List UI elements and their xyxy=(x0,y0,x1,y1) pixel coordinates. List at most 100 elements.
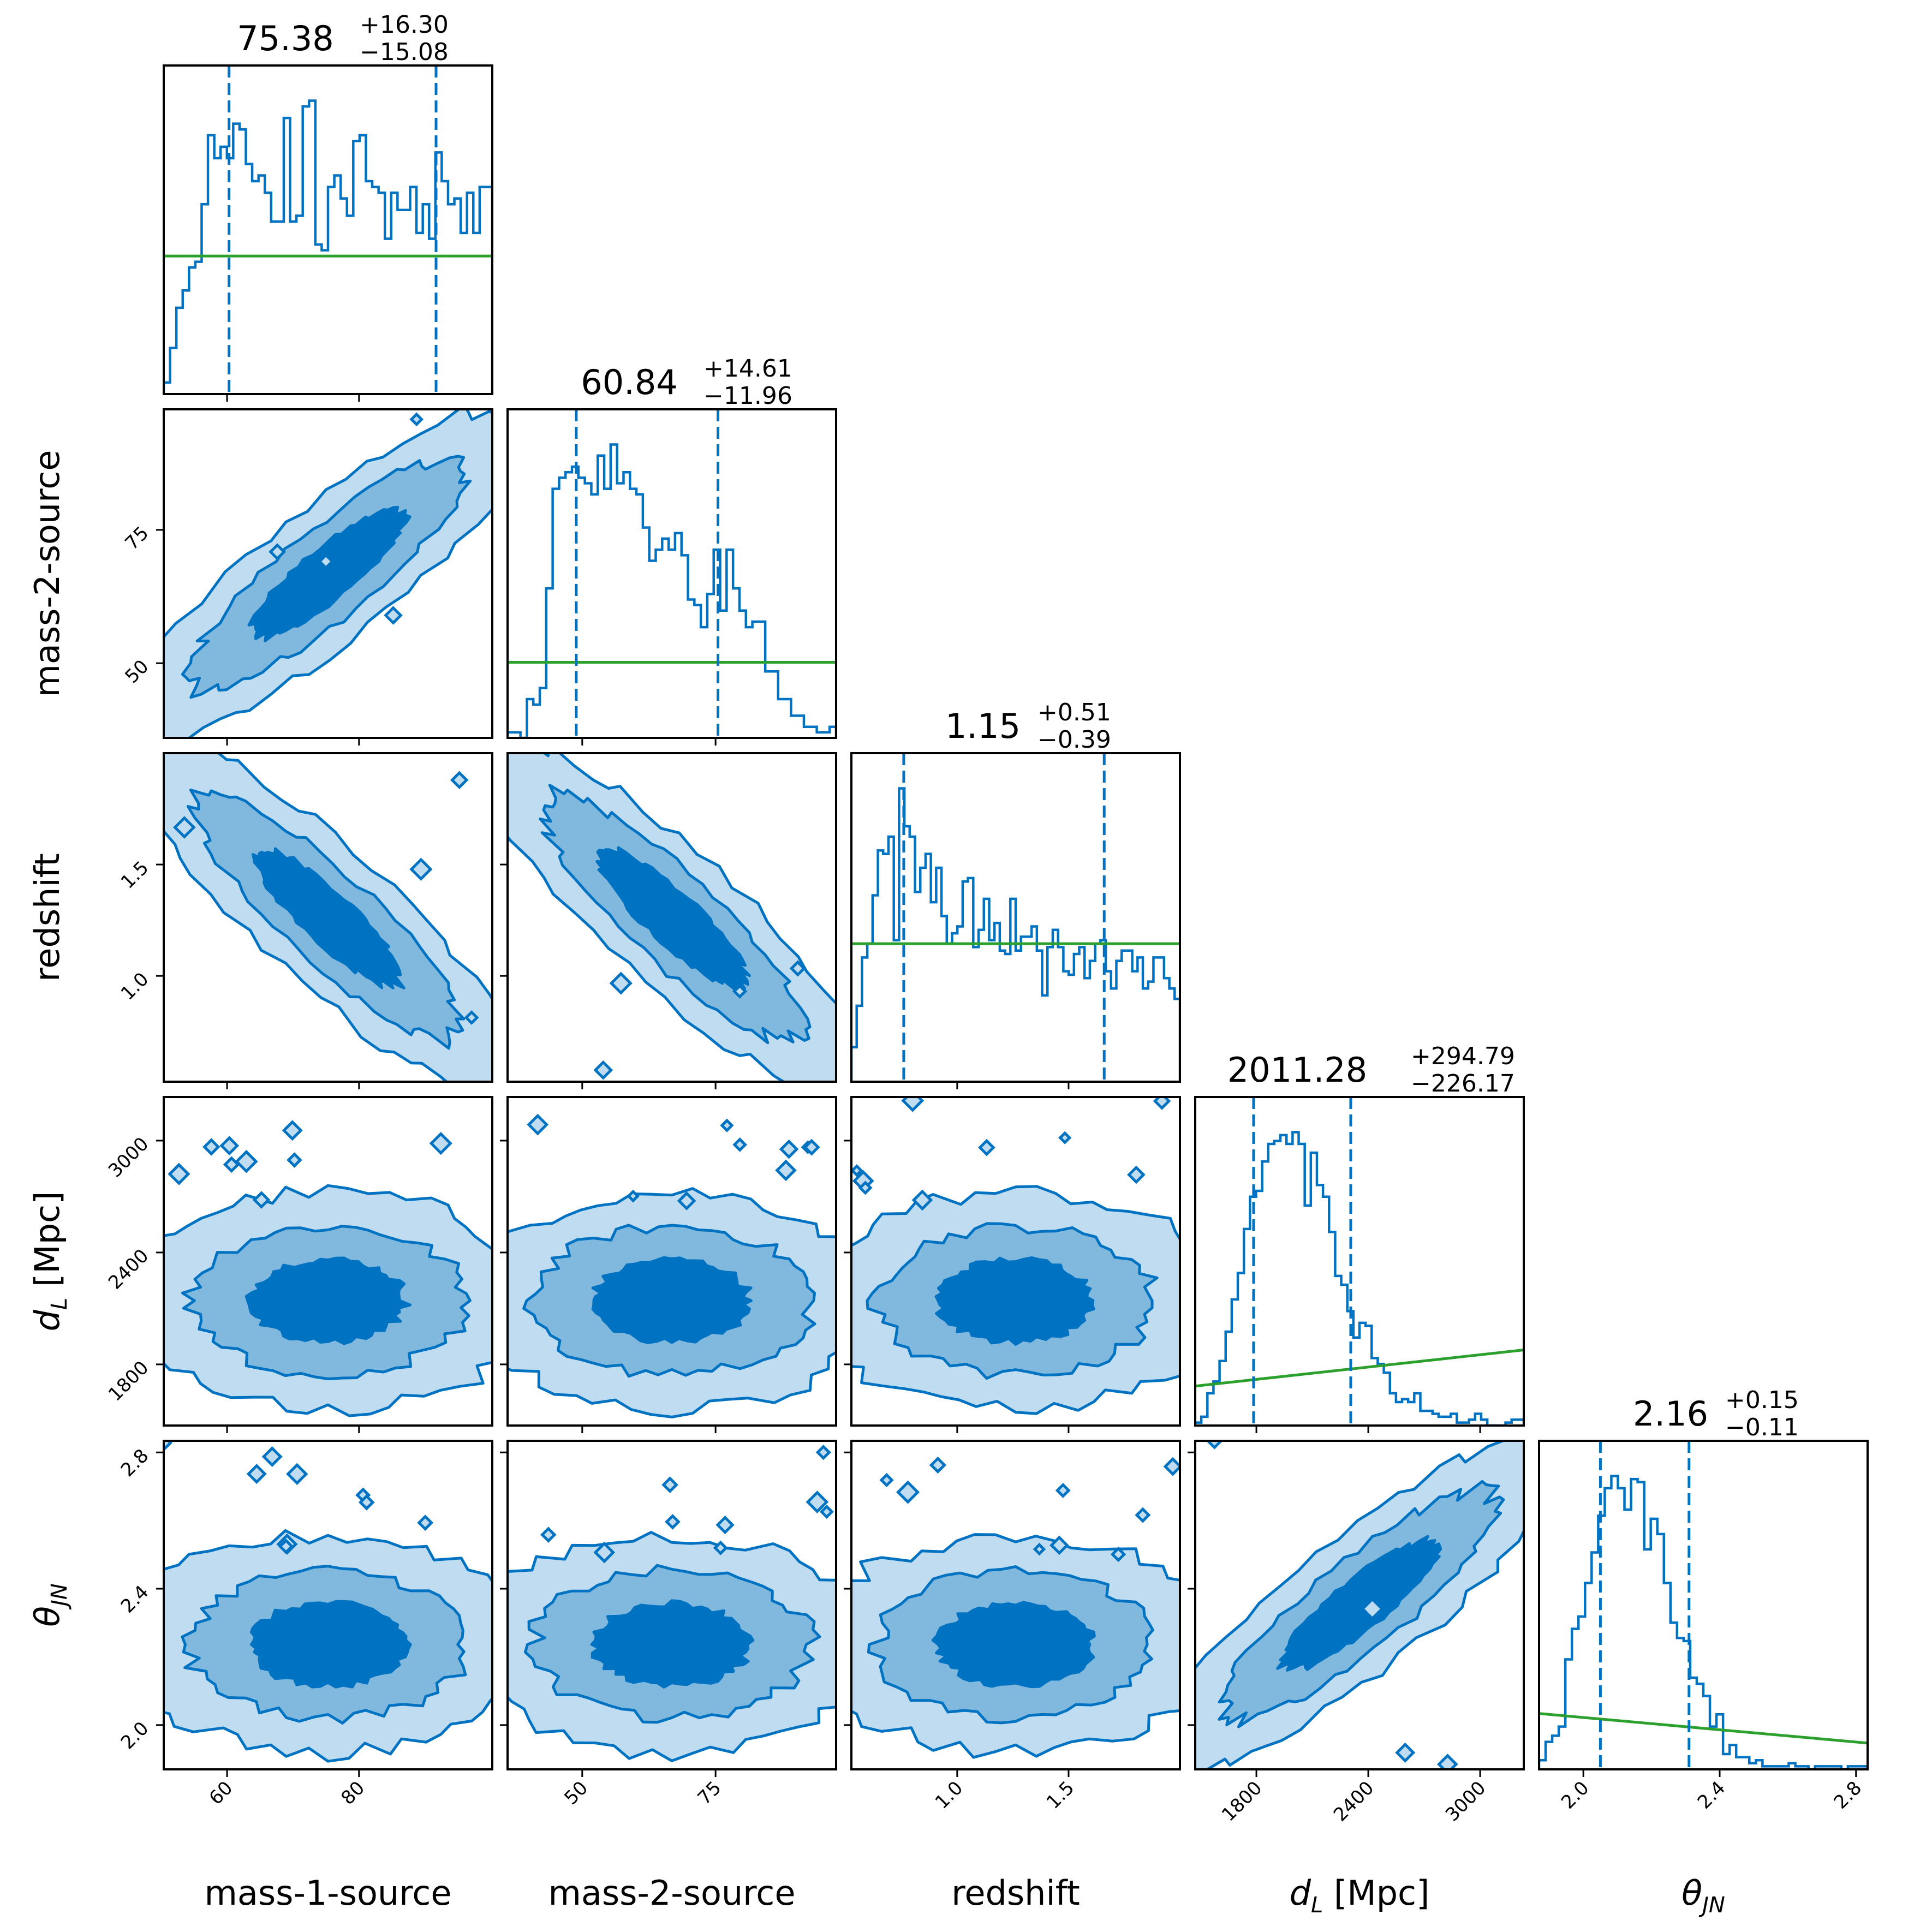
contour-island xyxy=(1436,1754,1458,1769)
contour-panel-m1-vs-dL: 1800 2400 3000 xyxy=(104,1096,493,1433)
contour-island xyxy=(1361,1597,1384,1621)
panel-frame xyxy=(850,752,1181,1083)
histogram-panel-m2: 60.84 +14.61−11.96 xyxy=(506,355,837,746)
contour-level-3 xyxy=(247,506,412,642)
panels-layer: 75.38 +16.30−15.08 50 75 60.84 +14.61−11.96 1.… xyxy=(104,11,1869,1826)
contour-level-3 xyxy=(591,1256,753,1344)
panel-frame xyxy=(1194,1440,1525,1770)
prior-line xyxy=(1195,1349,1524,1388)
panel-frame xyxy=(1538,1440,1869,1770)
panel-frame xyxy=(506,1440,837,1770)
contour-island xyxy=(269,543,286,561)
contour-island xyxy=(318,553,335,570)
axis-label-text: mass-2-source xyxy=(27,450,67,697)
contour-island xyxy=(417,1514,434,1531)
title-minus: −0.11 xyxy=(1725,1414,1799,1441)
axis-label-x-z: redshift xyxy=(951,1873,1080,1913)
histogram-title: 75.38 xyxy=(237,19,334,58)
contour-panel-dL-vs-theta: 1800 2400 3000 xyxy=(1188,1440,1525,1826)
contour-island xyxy=(450,771,469,789)
title-plus: +0.51 xyxy=(1037,699,1111,726)
contour-island xyxy=(252,1191,271,1209)
contour-island xyxy=(168,1162,190,1185)
axis-label-y-z: redshift xyxy=(27,853,67,982)
contour-island xyxy=(540,1526,557,1543)
axis-label-symbol: θ xyxy=(1681,1873,1702,1913)
axis-label-subscript: L xyxy=(47,1298,72,1310)
contour-island xyxy=(789,960,806,977)
contour-island xyxy=(164,1441,172,1450)
contour-island xyxy=(665,1514,681,1530)
axis-label-x-theta: θJN xyxy=(1681,1873,1725,1918)
contour-island xyxy=(911,1189,933,1211)
y-tick-label: 2400 xyxy=(104,1245,153,1293)
y-tick-label: 1800 xyxy=(104,1357,153,1405)
title-median: 60.84 xyxy=(581,362,678,402)
contour-island xyxy=(819,1504,834,1519)
contour-island xyxy=(779,1139,799,1159)
contour-panel-z-vs-dL xyxy=(844,1096,1181,1433)
title-plus: +16.30 xyxy=(360,11,449,39)
contour-island xyxy=(732,1137,747,1152)
axis-label-x-m1: mass-1-source xyxy=(204,1873,451,1913)
contour-island xyxy=(409,857,433,881)
contour-island xyxy=(901,1097,925,1112)
contour-island xyxy=(1055,1482,1071,1498)
contour-island xyxy=(287,1152,302,1168)
contour-island xyxy=(1153,1097,1171,1110)
x-tick-label: 1.0 xyxy=(931,1777,968,1814)
y-tick-label: 50 xyxy=(121,655,153,688)
contour-island xyxy=(858,1180,873,1195)
contour-island xyxy=(219,1136,240,1156)
contour-island xyxy=(527,1113,549,1136)
panel-frame xyxy=(850,1440,1181,1770)
contour-island xyxy=(1207,1441,1223,1450)
contour-island xyxy=(593,1060,613,1080)
histogram-title: 2011.28 xyxy=(1227,1050,1367,1090)
x-tick-label: 1.5 xyxy=(1042,1777,1079,1814)
axis-label-y-dL: dL [Mpc] xyxy=(27,1191,72,1332)
y-tick-label: 2.8 xyxy=(117,1445,153,1481)
contour-island xyxy=(1050,1535,1069,1555)
contour-panel-m1-vs-m2: 50 75 xyxy=(121,408,493,746)
contour-island xyxy=(720,1118,734,1132)
contour-island xyxy=(803,1138,820,1156)
x-tick-label: 2400 xyxy=(1329,1777,1378,1826)
contour-level-3 xyxy=(245,1256,412,1345)
axis-label-symbol: d xyxy=(1290,1873,1311,1913)
contour-island xyxy=(409,412,424,427)
x-tick-label: 1800 xyxy=(1218,1777,1266,1826)
contour-island xyxy=(978,1138,995,1156)
axis-label-x-m2: mass-2-source xyxy=(548,1873,795,1913)
x-tick-label: 50 xyxy=(560,1777,592,1809)
x-tick-label: 60 xyxy=(205,1777,237,1809)
title-minus: −11.96 xyxy=(703,382,792,410)
axis-label-symbol: θ xyxy=(27,1606,67,1627)
x-tick-label: 80 xyxy=(337,1777,369,1809)
histogram-title: 60.84 xyxy=(581,362,678,402)
histogram-step-line xyxy=(508,443,836,738)
contour-island xyxy=(815,1445,831,1460)
contour-level-3 xyxy=(250,1600,412,1689)
panel-frame xyxy=(163,752,493,1083)
axis-label-text: redshift xyxy=(27,853,67,982)
contour-panel-m2-vs-z xyxy=(500,752,837,1089)
contour-island xyxy=(593,1541,616,1564)
contour-level-3 xyxy=(931,1601,1096,1689)
contour-island xyxy=(929,1456,947,1474)
contour-level-3 xyxy=(1276,1535,1442,1672)
panel-frame xyxy=(850,1096,1181,1427)
contour-island xyxy=(715,1515,735,1535)
axis-label-y-theta: θJN xyxy=(27,1583,72,1627)
title-median: 2.16 xyxy=(1633,1394,1708,1434)
contour-island xyxy=(677,1191,696,1211)
contour-island xyxy=(282,1120,303,1141)
prior-line xyxy=(1539,1712,1868,1745)
x-tick-label: 2.0 xyxy=(1557,1777,1594,1814)
contour-island xyxy=(1110,1546,1126,1563)
panel-frame xyxy=(163,1096,493,1427)
contour-island xyxy=(1135,1507,1151,1523)
x-tick-label: 2.8 xyxy=(1830,1777,1867,1814)
contour-island xyxy=(627,1189,640,1203)
